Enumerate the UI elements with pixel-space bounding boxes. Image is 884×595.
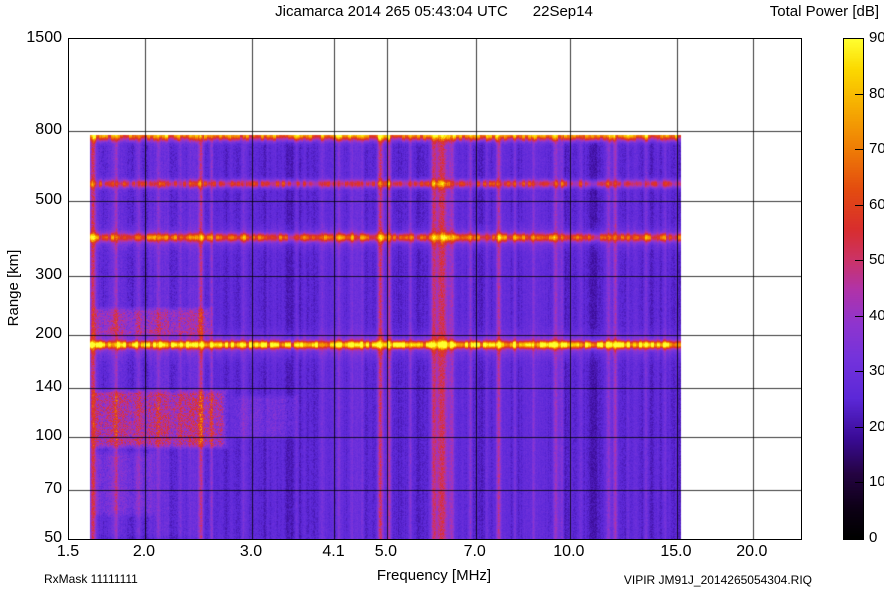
x-tick-label: 4.1 [322, 543, 345, 560]
y-tick-label: 300 [35, 265, 62, 283]
plot-title: Jicamarca 2014 265 05:43:04 UTC 22Sep14 [275, 3, 593, 20]
x-tick-label: 5.0 [374, 543, 397, 560]
colorbar-tick-label: 90 [869, 29, 884, 46]
colorbar-tick-label: 60 [869, 195, 884, 213]
y-tick-label: 1500 [26, 29, 62, 46]
x-tick-label: 2.0 [132, 543, 156, 560]
colorbar-tick-label: 50 [869, 251, 884, 269]
x-tick-label: 7.0 [463, 543, 486, 560]
y-axis-label: Range [km] [5, 249, 22, 327]
x-axis-label: Frequency [MHz] [376, 567, 492, 584]
colorbar-tick-label: 80 [869, 84, 884, 102]
colorbar-tick-label: 40 [869, 306, 884, 324]
x-tick-label: 20.0 [736, 543, 768, 560]
y-tick-label: 500 [35, 190, 62, 208]
y-tick-label: 100 [35, 427, 62, 445]
x-tick-label: 10.0 [553, 543, 585, 560]
colorbar-title: Total Power [dB] [769, 3, 879, 20]
colorbar-gradient [843, 38, 864, 540]
colorbar-tick-mark [855, 260, 863, 261]
heatmap-canvas [69, 39, 801, 539]
y-tick-label: 200 [35, 325, 62, 343]
colorbar-tick-mark [855, 427, 863, 428]
x-tick-label: 1.5 [56, 543, 80, 560]
colorbar-tick-label: 20 [869, 417, 884, 435]
footer-filename: VIPIR JM91J_2014265054304.RIQ [623, 573, 812, 587]
colorbar-tick-label: 70 [869, 140, 884, 158]
colorbar-tick-mark [855, 205, 863, 206]
colorbar-tick-mark [855, 149, 863, 150]
colorbar-tick-mark [855, 38, 863, 39]
x-tick-label: 15.0 [660, 543, 692, 560]
colorbar-tick-mark [855, 537, 863, 538]
colorbar-tick-label: 30 [869, 362, 884, 380]
y-tick-label: 800 [35, 121, 62, 139]
colorbar-tick-label: 0 [869, 529, 878, 546]
y-tick-label: 140 [35, 377, 62, 395]
colorbar-tick-mark [855, 94, 863, 95]
colorbar-tick-mark [855, 371, 863, 372]
colorbar-tick-mark [855, 482, 863, 483]
y-tick-label: 50 [44, 529, 62, 546]
x-tick-label: 3.0 [239, 543, 263, 560]
plot-area [68, 38, 802, 540]
footer-rxmask: RxMask 11111111 [44, 572, 138, 586]
y-tick-label: 70 [44, 479, 62, 497]
colorbar-tick-mark [855, 316, 863, 317]
colorbar-tick-label: 10 [869, 473, 884, 491]
